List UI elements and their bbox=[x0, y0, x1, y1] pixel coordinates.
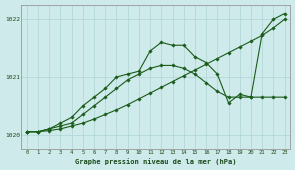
X-axis label: Graphe pression niveau de la mer (hPa): Graphe pression niveau de la mer (hPa) bbox=[75, 158, 237, 165]
